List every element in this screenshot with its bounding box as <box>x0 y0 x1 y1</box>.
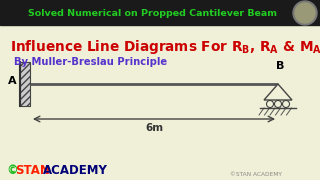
Circle shape <box>275 100 282 107</box>
Text: 6m: 6m <box>145 123 163 133</box>
Text: A: A <box>8 76 16 86</box>
Bar <box>0 0 320 25</box>
Text: STAN: STAN <box>15 163 50 177</box>
Text: Influence Line Diagrams For $\mathbf{R_{B}}$, $\mathbf{R_{A}}$ & $\mathbf{M_{A}}: Influence Line Diagrams For $\mathbf{R_{… <box>10 38 320 56</box>
Text: B: B <box>276 61 284 71</box>
Text: Solved Numerical on Propped Cantilever Beam: Solved Numerical on Propped Cantilever B… <box>28 8 276 17</box>
Circle shape <box>293 1 317 25</box>
Polygon shape <box>264 84 292 100</box>
Text: ©: © <box>6 163 18 177</box>
Bar <box>20 62 30 106</box>
Text: ©STAN ACADEMY: ©STAN ACADEMY <box>230 172 282 177</box>
Circle shape <box>267 100 274 107</box>
Circle shape <box>295 3 315 23</box>
Text: By Muller-Breslau Principle: By Muller-Breslau Principle <box>14 57 167 67</box>
Circle shape <box>283 100 290 107</box>
Text: ACADEMY: ACADEMY <box>43 163 108 177</box>
